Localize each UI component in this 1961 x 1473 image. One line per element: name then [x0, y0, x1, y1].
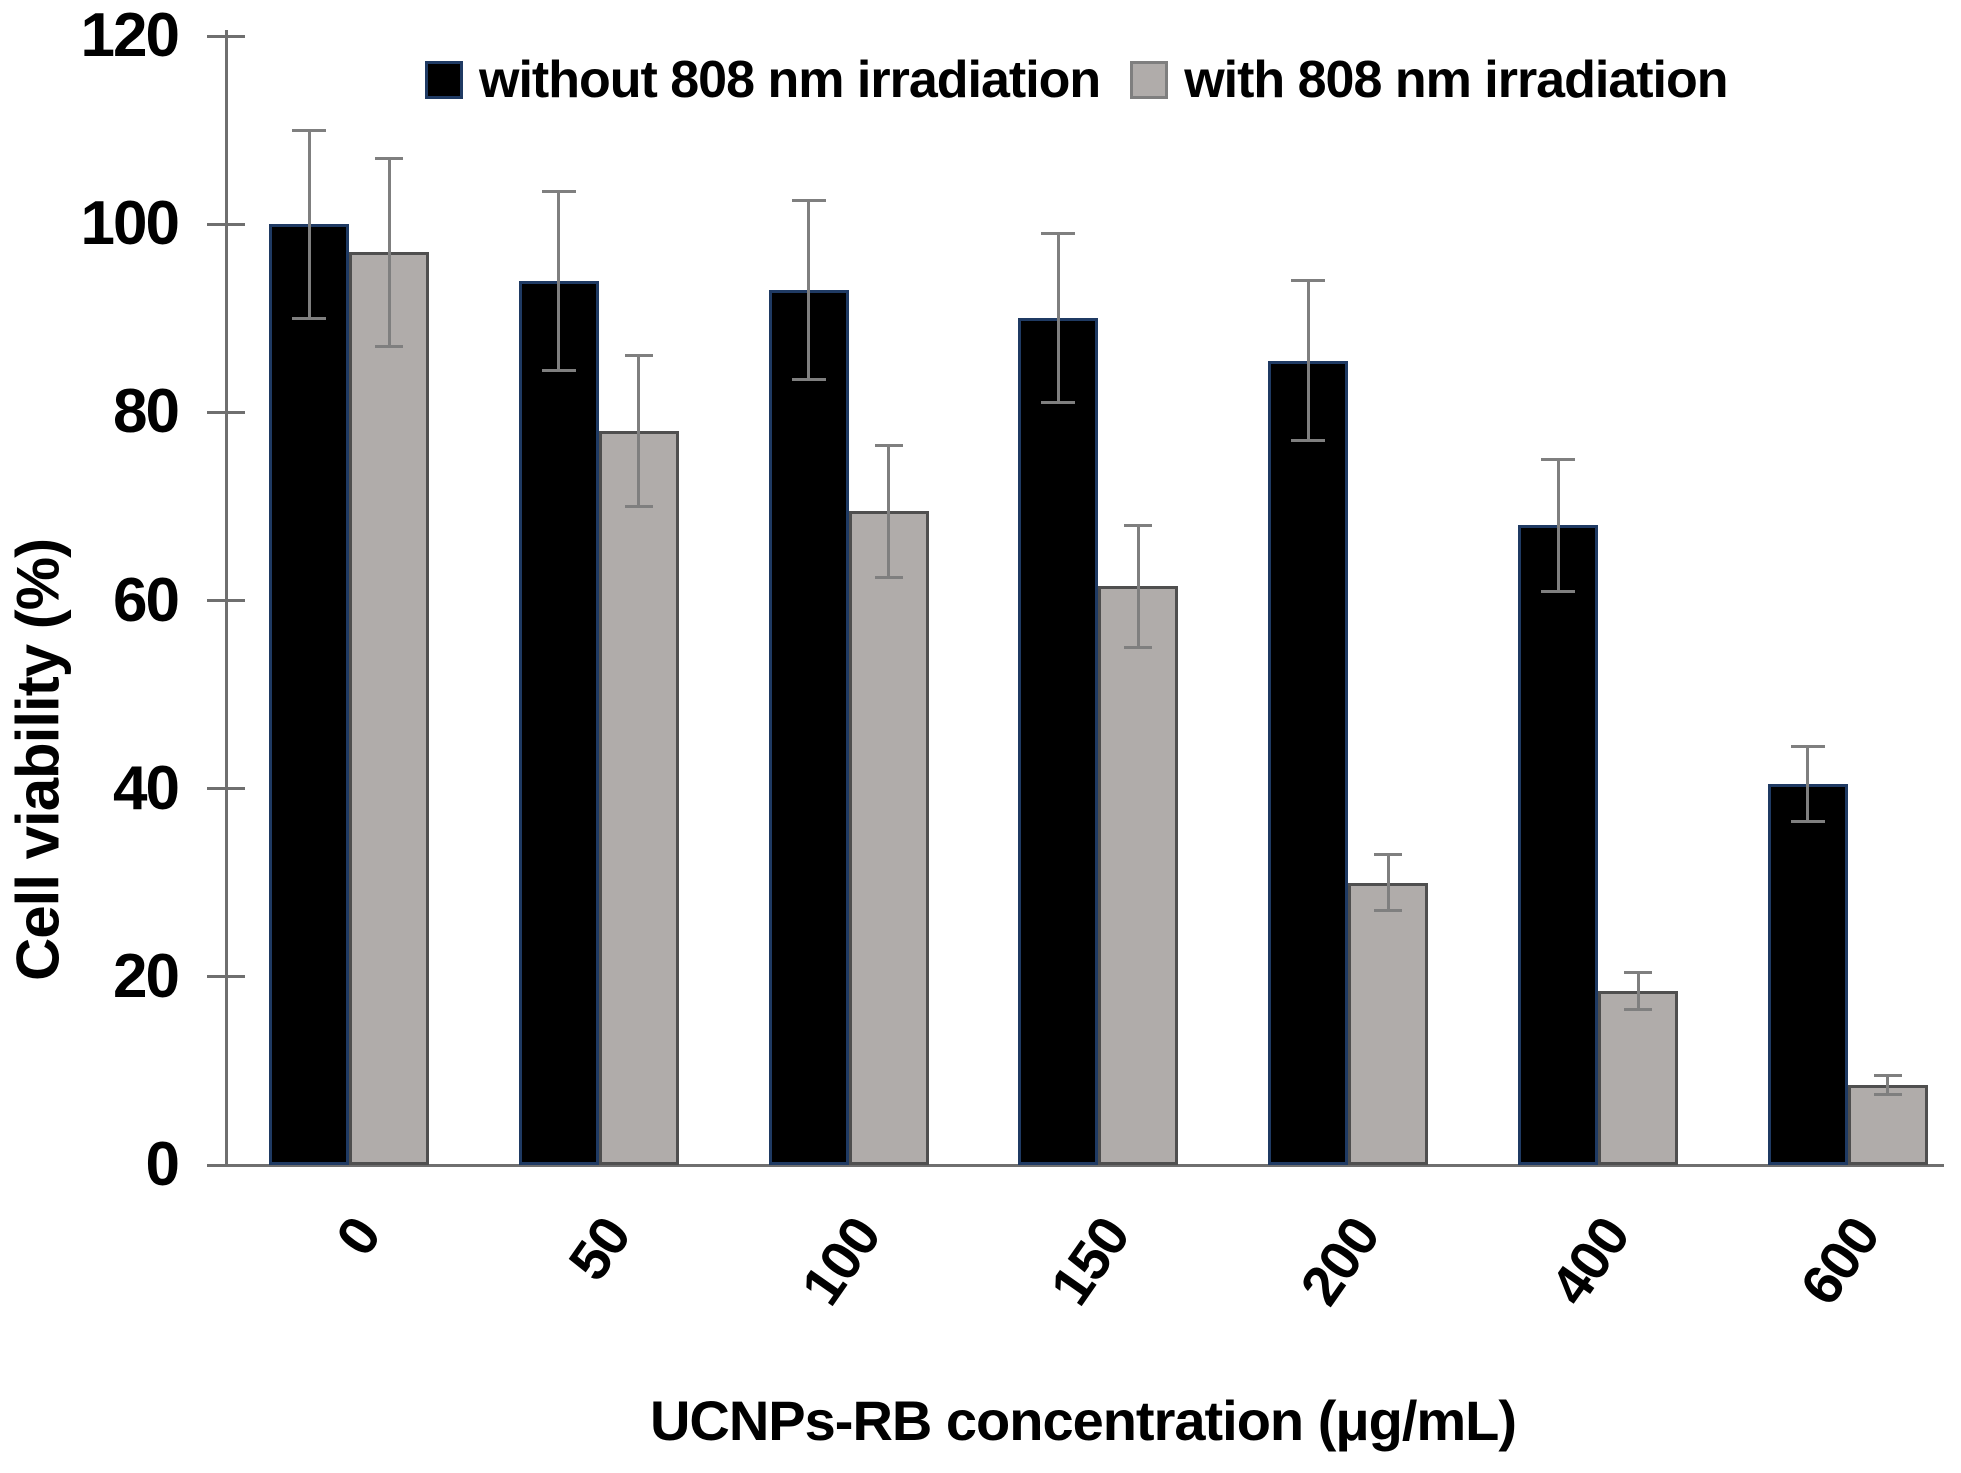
y-tick-label: 40	[113, 753, 180, 823]
error-bar-cap-bottom	[791, 377, 826, 381]
y-tick-label: 80	[113, 377, 180, 447]
bar-without-808-150	[1018, 318, 1099, 1165]
bar-without-808-50	[518, 280, 599, 1165]
error-bar-cap-bottom	[375, 345, 403, 348]
error-bar-cap-bottom	[1790, 820, 1825, 824]
error-bar-cap-top	[624, 354, 653, 358]
legend-label-without-irradiation: without 808 nm irradiation	[479, 51, 1101, 109]
y-tick-mark	[207, 787, 245, 791]
bar-without-808-0	[269, 224, 349, 1165]
legend-swatch-without-irradiation-icon	[425, 61, 463, 99]
error-bar-cap-top	[1624, 970, 1652, 974]
legend: without 808 nm irradiation with 808 nm i…	[425, 50, 1729, 110]
error-bar-line	[807, 200, 811, 380]
y-tick-mark	[207, 599, 245, 603]
bar-with-808-200	[1348, 882, 1429, 1165]
bar-with-808-150	[1098, 586, 1179, 1165]
y-tick-mark	[207, 1163, 245, 1167]
bar-with-808-600	[1847, 1085, 1928, 1165]
bar-without-808-400	[1518, 525, 1598, 1165]
x-tick-label: 100	[788, 1205, 892, 1316]
y-tick-mark	[207, 34, 245, 38]
legend-item-without-irradiation: without 808 nm irradiation	[425, 50, 1101, 110]
error-bar-line	[1056, 233, 1060, 403]
y-tick-mark	[207, 410, 245, 414]
error-bar-cap-top	[375, 156, 403, 160]
y-tick-label: 0	[145, 1130, 180, 1199]
bar-without-808-100	[768, 290, 849, 1165]
error-bar-cap-bottom	[1374, 909, 1403, 913]
error-bar-cap-top	[1291, 279, 1326, 283]
error-bar-line	[887, 445, 891, 577]
error-bar-line	[1306, 280, 1310, 441]
error-bar-cap-top	[791, 199, 826, 203]
error-bar-cap-top	[292, 128, 326, 132]
y-tick-label: 20	[113, 941, 180, 1011]
error-bar-cap-bottom	[1291, 439, 1326, 443]
error-bar-cap-top	[1790, 744, 1825, 748]
bar-without-808-600	[1767, 783, 1848, 1165]
x-tick-label: 150	[1038, 1205, 1142, 1316]
error-bar-cap-top	[541, 189, 576, 193]
y-tick-mark	[207, 975, 245, 979]
bar-with-808-400	[1598, 990, 1678, 1165]
error-bar-line	[387, 158, 391, 347]
x-tick-label: 0	[323, 1205, 393, 1267]
bar-without-808-200	[1268, 360, 1349, 1165]
y-tick-mark	[207, 222, 245, 226]
error-bar-cap-bottom	[624, 504, 653, 508]
error-bar-cap-bottom	[292, 316, 326, 320]
y-tick-label: 120	[80, 1, 180, 71]
legend-swatch-with-irradiation-icon	[1130, 61, 1169, 99]
x-tick-label: 200	[1288, 1205, 1392, 1316]
bar-with-808-0	[349, 252, 429, 1165]
y-axis-title: Cell viability (%)	[4, 538, 72, 982]
error-bar-line	[557, 191, 561, 371]
x-axis-line	[224, 1163, 1944, 1167]
error-bar-line	[1886, 1075, 1890, 1095]
error-bar-line	[307, 130, 311, 319]
error-bar-cap-bottom	[874, 575, 903, 579]
error-bar-cap-top	[1124, 523, 1153, 527]
error-bar-line	[1136, 525, 1140, 648]
error-bar-cap-bottom	[541, 368, 576, 372]
y-tick-label: 60	[113, 565, 180, 635]
error-bar-line	[1636, 972, 1640, 1010]
bar-with-808-100	[848, 511, 929, 1165]
x-tick-label: 600	[1787, 1205, 1892, 1316]
error-bar-cap-bottom	[1541, 589, 1575, 593]
error-bar-line	[637, 355, 641, 507]
error-bar-cap-top	[1873, 1074, 1902, 1078]
y-axis-line	[224, 30, 228, 1167]
y-tick-label: 100	[80, 189, 180, 259]
legend-label-with-irradiation: with 808 nm irradiation	[1184, 51, 1728, 109]
x-axis-title: UCNPs-RB concentration (μg/mL)	[649, 1389, 1517, 1452]
error-bar-cap-top	[1374, 853, 1403, 857]
x-tick-label: 400	[1537, 1205, 1642, 1316]
error-bar-cap-bottom	[1041, 401, 1076, 405]
error-bar-line	[1806, 746, 1810, 822]
error-bar-cap-top	[874, 443, 903, 447]
error-bar-cap-bottom	[1873, 1092, 1902, 1096]
error-bar-cap-bottom	[1124, 646, 1153, 650]
error-bar-cap-top	[1041, 232, 1076, 236]
x-tick-label: 50	[555, 1205, 643, 1292]
legend-item-with-irradiation: with 808 nm irradiation	[1130, 50, 1729, 110]
error-bar-cap-top	[1541, 457, 1575, 461]
bar-with-808-50	[598, 431, 679, 1165]
error-bar-line	[1386, 854, 1390, 911]
error-bar-cap-bottom	[1624, 1008, 1652, 1012]
error-bar-line	[1556, 459, 1560, 592]
